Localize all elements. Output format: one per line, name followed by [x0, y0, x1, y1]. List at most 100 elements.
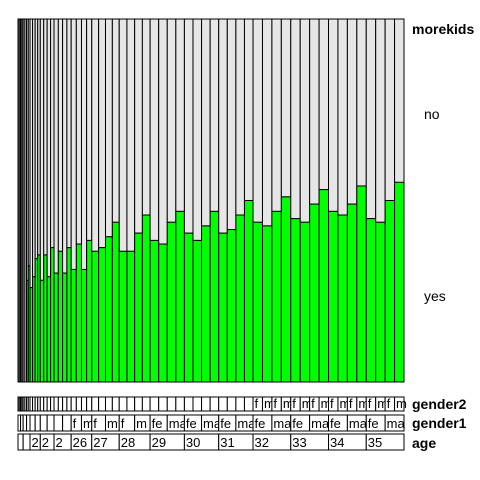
bar-yes-segment	[70, 268, 77, 383]
bar-yes-segment	[226, 229, 237, 383]
bar-no-segment	[57, 18, 64, 252]
bar-yes-segment	[39, 279, 45, 383]
strip-text-age: 34	[330, 435, 344, 450]
strip-cell-gender1	[29, 414, 36, 432]
strip-label-gender1: gender1	[412, 415, 467, 431]
legend-level-no: no	[424, 106, 440, 122]
strip-cell-gender2	[183, 396, 194, 412]
strip-cell-gender2	[70, 396, 77, 412]
bar-no-segment	[346, 18, 358, 205]
bar-yes-segment	[356, 185, 367, 383]
strip-cell-gender1	[384, 414, 405, 432]
bar-no-segment	[356, 18, 367, 187]
strip-cell-gender2	[98, 396, 106, 412]
strip-cell-gender2	[39, 396, 45, 412]
strip-text-gender1: m	[107, 416, 118, 431]
bar-yes-segment	[235, 214, 245, 383]
bar-no-segment	[328, 18, 339, 212]
bar-no-segment	[226, 18, 237, 231]
strip-cell-gender2	[86, 396, 93, 412]
strip-cell-gender2	[126, 396, 136, 412]
strip-cell-gender1	[46, 414, 55, 432]
strip-text-gender2: m	[264, 396, 275, 411]
strip-text-age: 30	[186, 435, 200, 450]
strip-text-gender2: m	[377, 396, 388, 411]
strip-cell-gender2	[158, 396, 168, 412]
bar-no-segment	[46, 18, 52, 278]
bar-no-segment	[91, 18, 100, 252]
strip-text-gender1: ma	[311, 416, 330, 431]
strip-cell-gender2	[235, 396, 245, 412]
strip-text-gender1: ma	[349, 416, 368, 431]
bar-no-segment	[280, 18, 292, 198]
strip-text-age: 26	[73, 435, 87, 450]
bar-no-segment	[158, 18, 168, 245]
strip-text-age: 28	[121, 435, 135, 450]
bar-yes-segment	[299, 221, 311, 383]
bar-no-segment	[43, 18, 48, 256]
bar-no-segment	[261, 18, 273, 227]
strip-text-gender2: f	[349, 396, 353, 411]
strip-cell-gender2	[218, 396, 228, 412]
bar-yes-segment	[134, 232, 143, 383]
bar-no-segment	[183, 18, 194, 234]
strip-cell-gender2	[91, 396, 100, 412]
bar-yes-segment	[50, 247, 55, 383]
strip-label-gender2: gender2	[412, 396, 467, 412]
strip-cell-gender2	[175, 396, 185, 412]
strip-text-gender1: fe	[186, 416, 197, 431]
bar-no-segment	[149, 18, 160, 241]
bar-yes-segment	[98, 247, 106, 383]
strip-cell-gender2	[104, 396, 113, 412]
strip-text-gender2: m	[321, 396, 332, 411]
bar-yes-segment	[271, 210, 282, 383]
bar-no-segment	[243, 18, 254, 201]
strip-text-gender2: f	[273, 396, 277, 411]
strip-text-age: 33	[292, 435, 306, 450]
bar-yes-segment	[166, 221, 177, 383]
strip-text-age: 32	[255, 435, 269, 450]
strip-text-gender1: ma	[273, 416, 292, 431]
strip-text-gender1: fe	[330, 416, 341, 431]
strip-cell-gender2	[166, 396, 177, 412]
bar-yes-segment	[243, 200, 254, 383]
strip-text-gender1: fe	[152, 416, 163, 431]
strip-text-gender2: f	[330, 396, 334, 411]
bar-group	[17, 18, 405, 383]
bar-no-segment	[141, 18, 151, 216]
bar-yes-segment	[86, 239, 93, 383]
bar-no-segment	[104, 18, 113, 238]
bar-no-segment	[70, 18, 77, 270]
bar-no-segment	[192, 18, 203, 241]
bar-yes-segment	[126, 250, 136, 383]
strip-cell-gender2	[118, 396, 128, 412]
strip-cell-gender1	[26, 414, 31, 432]
strip-text-gender2: m	[283, 396, 294, 411]
bar-no-segment	[209, 18, 220, 212]
bar-yes-segment	[384, 200, 396, 383]
strip-cell-gender1	[22, 414, 28, 432]
strip-text-gender1: fe	[220, 416, 231, 431]
bar-no-segment	[309, 18, 320, 205]
bar-no-segment	[62, 18, 68, 274]
strip-text-gender2: f	[292, 396, 296, 411]
bar-no-segment	[98, 18, 106, 249]
strip-text-age: 2	[32, 435, 39, 450]
strip-cell-gender2	[394, 396, 405, 412]
strip-text-age: 31	[220, 435, 234, 450]
bar-yes-segment	[111, 221, 120, 383]
bar-yes-segment	[175, 210, 185, 383]
bar-no-segment	[218, 18, 228, 234]
strip-text-age: 29	[152, 435, 166, 450]
legend-level-yes: yes	[424, 288, 446, 304]
bar-no-segment	[318, 18, 330, 191]
strip-text-gender1: f	[93, 416, 97, 431]
bar-no-segment	[394, 18, 405, 183]
strip-cell-gender2	[134, 396, 143, 412]
strip-text-age: 2	[56, 435, 63, 450]
bar-yes-segment	[62, 272, 68, 383]
strip-cell-gender2	[111, 396, 120, 412]
strip-cell-gender1	[62, 414, 72, 432]
strip-text-gender1: ma	[203, 416, 222, 431]
strip-text-gender2: f	[368, 396, 372, 411]
